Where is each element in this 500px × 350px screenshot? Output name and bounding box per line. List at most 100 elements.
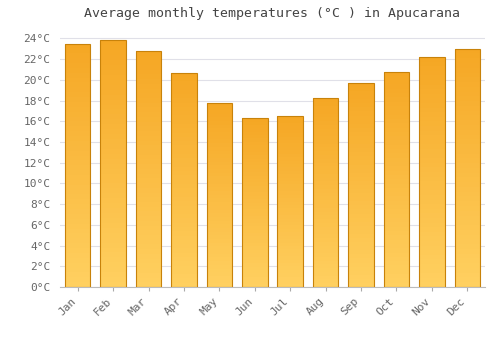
Bar xyxy=(454,206,480,211)
Bar xyxy=(242,209,268,213)
Bar xyxy=(206,150,232,154)
Bar xyxy=(100,85,126,90)
Bar xyxy=(100,129,126,134)
Bar xyxy=(65,219,90,224)
Bar xyxy=(171,141,196,146)
Bar xyxy=(313,200,338,204)
Bar xyxy=(171,150,196,154)
Bar xyxy=(171,236,196,240)
Bar xyxy=(171,175,196,180)
Bar xyxy=(454,249,480,254)
Bar xyxy=(313,140,338,144)
Bar xyxy=(278,126,303,130)
Bar xyxy=(348,87,374,91)
Bar xyxy=(384,84,409,89)
Bar xyxy=(206,258,232,261)
Bar xyxy=(348,140,374,144)
Bar xyxy=(278,205,303,208)
Bar xyxy=(206,261,232,265)
Bar xyxy=(65,185,90,190)
Bar xyxy=(242,267,268,270)
Bar xyxy=(384,188,409,192)
Bar xyxy=(313,215,338,219)
Bar xyxy=(454,101,480,106)
Bar xyxy=(454,77,480,82)
Bar xyxy=(206,184,232,187)
Bar xyxy=(136,235,162,240)
Bar xyxy=(65,150,90,155)
Bar xyxy=(206,246,232,250)
Bar xyxy=(278,123,303,126)
Bar xyxy=(171,283,196,287)
Bar xyxy=(242,125,268,128)
Bar xyxy=(419,199,444,204)
Bar xyxy=(384,265,409,270)
Bar xyxy=(65,43,90,48)
Bar xyxy=(136,282,162,287)
Bar xyxy=(65,224,90,229)
Bar xyxy=(278,273,303,277)
Bar xyxy=(242,186,268,189)
Bar xyxy=(348,91,374,95)
Bar xyxy=(313,268,338,272)
Bar xyxy=(100,169,126,174)
Bar xyxy=(206,173,232,176)
Bar xyxy=(136,56,162,60)
Bar xyxy=(100,149,126,154)
Bar xyxy=(65,107,90,112)
Bar xyxy=(454,225,480,230)
Bar xyxy=(348,214,374,218)
Bar xyxy=(136,197,162,202)
Bar xyxy=(171,81,196,85)
Bar xyxy=(384,227,409,231)
Bar xyxy=(206,220,232,224)
Bar xyxy=(348,230,374,234)
Bar xyxy=(65,112,90,117)
Bar xyxy=(384,80,409,84)
Bar xyxy=(65,53,90,58)
Bar xyxy=(384,248,409,252)
Bar xyxy=(384,171,409,175)
Bar xyxy=(384,97,409,102)
Bar xyxy=(206,198,232,202)
Bar xyxy=(100,247,126,252)
Bar xyxy=(242,189,268,192)
Bar xyxy=(419,190,444,195)
Bar xyxy=(100,41,126,46)
Bar xyxy=(171,266,196,270)
Bar xyxy=(454,58,480,63)
Bar xyxy=(454,278,480,282)
Bar xyxy=(419,186,444,190)
Bar xyxy=(136,188,162,193)
Bar xyxy=(384,179,409,183)
Bar xyxy=(100,178,126,183)
Bar xyxy=(171,218,196,223)
Bar xyxy=(348,173,374,177)
Bar xyxy=(454,239,480,244)
Bar xyxy=(100,80,126,85)
Bar xyxy=(206,210,232,213)
Bar xyxy=(278,157,303,161)
Bar xyxy=(171,253,196,257)
Bar xyxy=(454,234,480,239)
Bar xyxy=(100,267,126,272)
Bar xyxy=(313,151,338,155)
Bar xyxy=(419,117,444,121)
Bar xyxy=(278,266,303,270)
Bar xyxy=(242,176,268,179)
Bar xyxy=(242,155,268,159)
Bar xyxy=(206,158,232,162)
Bar xyxy=(348,246,374,250)
Bar xyxy=(384,244,409,248)
Bar xyxy=(65,243,90,248)
Bar xyxy=(313,242,338,245)
Bar xyxy=(65,126,90,131)
Bar xyxy=(419,259,444,264)
Bar xyxy=(454,149,480,154)
Bar xyxy=(454,125,480,130)
Bar xyxy=(242,138,268,142)
Bar xyxy=(348,116,374,120)
Bar xyxy=(171,128,196,133)
Bar xyxy=(136,107,162,112)
Bar xyxy=(100,208,126,213)
